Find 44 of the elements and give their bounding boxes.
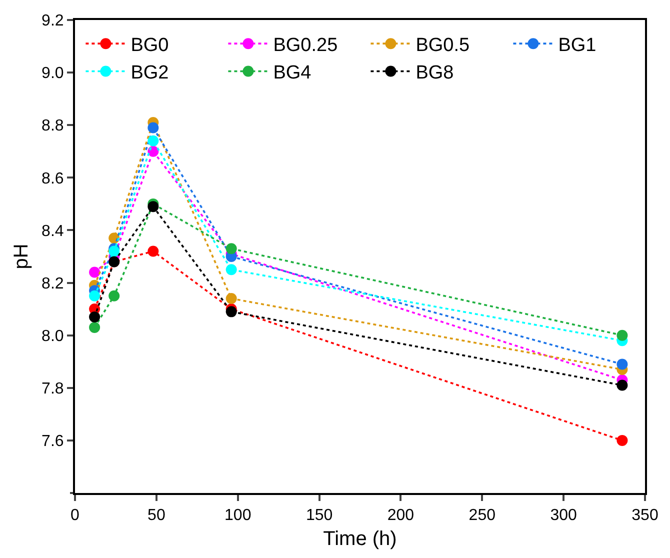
y-tick-label: 9.2 [42,12,64,30]
y-tick-label: 8.6 [42,170,64,188]
point [89,266,100,278]
y-tick-label: 8.0 [42,328,64,345]
point [616,330,628,341]
point [226,243,237,254]
x-tick-label: 0 [70,507,80,524]
y-tick-label: 8.4 [42,222,64,240]
point [616,434,628,446]
legend-label: BG2 [130,62,169,84]
y-tick-label: 9.0 [42,65,64,82]
y-tick-label: 7.8 [42,380,64,398]
x-axis-title: Time (h) [323,528,397,550]
y-tick-label: 8.8 [42,118,64,135]
x-tick-label: 350 [632,507,658,524]
x-tick-label: 250 [468,507,496,524]
point [148,201,159,212]
x-tick-label: 100 [224,507,252,524]
x-tick-label: 200 [387,507,414,524]
point [148,246,159,257]
point [89,311,100,322]
point [108,290,120,302]
point [226,293,237,304]
legend-label: BG1 [558,34,596,56]
legend-label: BG4 [273,62,312,84]
point [108,246,120,257]
point [616,380,628,391]
y-axis-title: pH [10,244,33,270]
point [148,122,159,134]
point [89,290,100,302]
point [148,135,159,146]
point [89,322,100,333]
point [616,358,628,370]
point [226,306,237,318]
legend-label: BG8 [416,62,454,84]
legend-label: BG0.25 [273,34,338,56]
legend-label: BG0.5 [416,34,470,56]
point [226,264,237,276]
x-tick-label: 150 [306,507,333,524]
x-tick-label: 300 [550,507,578,524]
y-tick-label: 8.2 [42,275,64,292]
legend-label: BG0 [130,34,169,56]
x-tick-label: 50 [148,507,166,524]
y-tick-label: 7.6 [42,433,64,450]
